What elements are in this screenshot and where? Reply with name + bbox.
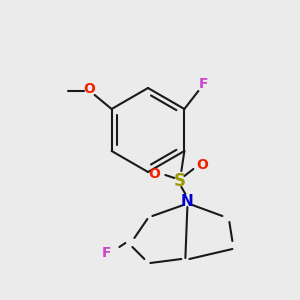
Text: F: F [199,77,208,91]
Text: S: S [173,172,185,190]
Text: O: O [84,82,96,96]
Text: N: N [181,194,194,208]
Text: O: O [196,158,208,172]
Text: O: O [148,167,160,181]
Text: F: F [102,246,111,260]
